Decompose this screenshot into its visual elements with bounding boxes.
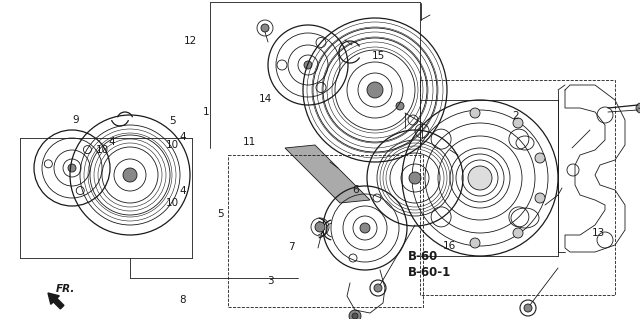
Text: 7: 7: [288, 242, 294, 252]
Circle shape: [396, 102, 404, 110]
Text: 1: 1: [203, 107, 209, 117]
Bar: [420, 80, 615, 295]
Circle shape: [360, 223, 370, 233]
Bar: [228, 155, 423, 307]
Text: 11: 11: [243, 137, 256, 147]
Circle shape: [315, 222, 325, 232]
Text: 4: 4: [179, 186, 186, 197]
Text: 5: 5: [170, 116, 176, 126]
Polygon shape: [285, 145, 370, 203]
Text: 10: 10: [166, 197, 179, 208]
Circle shape: [349, 310, 361, 319]
FancyArrow shape: [48, 293, 64, 309]
Circle shape: [374, 284, 382, 292]
Circle shape: [123, 168, 137, 182]
Circle shape: [261, 24, 269, 32]
Circle shape: [524, 304, 532, 312]
Text: FR.: FR.: [56, 284, 76, 294]
Text: 15: 15: [372, 51, 385, 61]
Text: 5: 5: [218, 209, 224, 219]
Circle shape: [513, 118, 523, 128]
Circle shape: [472, 170, 488, 186]
Text: 10: 10: [166, 140, 179, 150]
Circle shape: [68, 164, 76, 172]
Text: 4: 4: [179, 132, 186, 142]
Circle shape: [304, 61, 312, 69]
Text: 16: 16: [443, 241, 456, 251]
Circle shape: [535, 153, 545, 163]
Circle shape: [535, 193, 545, 203]
Text: 9: 9: [72, 115, 79, 125]
Circle shape: [409, 172, 421, 184]
Text: 6: 6: [352, 185, 358, 195]
Circle shape: [352, 313, 358, 319]
Text: 2: 2: [512, 111, 518, 122]
Text: 12: 12: [184, 36, 197, 47]
Text: 14: 14: [259, 94, 272, 104]
Circle shape: [470, 238, 480, 248]
Text: 3: 3: [268, 276, 274, 286]
Circle shape: [468, 166, 492, 190]
Text: B-60
B-60-1: B-60 B-60-1: [408, 250, 452, 279]
Text: 10: 10: [96, 145, 109, 155]
Circle shape: [470, 108, 480, 118]
Text: 13: 13: [592, 228, 605, 238]
Text: 8: 8: [179, 295, 186, 305]
Circle shape: [513, 228, 523, 238]
Text: 4: 4: [109, 137, 115, 147]
Circle shape: [636, 103, 640, 113]
Circle shape: [367, 82, 383, 98]
